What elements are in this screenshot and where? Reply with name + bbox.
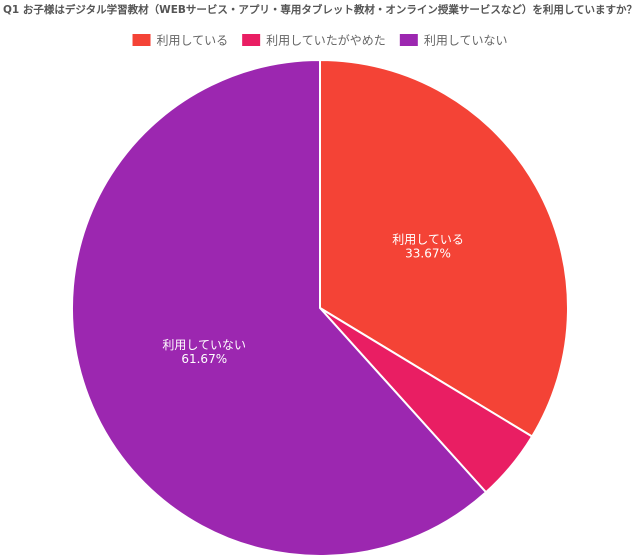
slice-label: 利用している	[392, 233, 464, 247]
chart-title: Q1 お子様はデジタル学習教材（WEBサービス・アプリ・専用タブレット教材・オン…	[3, 3, 637, 16]
legend-swatch	[132, 34, 151, 46]
legend-label: 利用していない	[424, 34, 508, 48]
legend-swatch	[242, 34, 261, 46]
legend-label: 利用している	[157, 34, 229, 48]
legend-swatch	[399, 34, 418, 46]
pie-slice	[319, 58, 569, 438]
slice-value-label: 33.67%	[405, 247, 451, 261]
legend-label: 利用していたがやめた	[266, 33, 386, 48]
slice-label: 利用していない	[162, 338, 246, 352]
pie-slice	[71, 58, 488, 557]
slice-value-label: 61.67%	[181, 352, 227, 366]
